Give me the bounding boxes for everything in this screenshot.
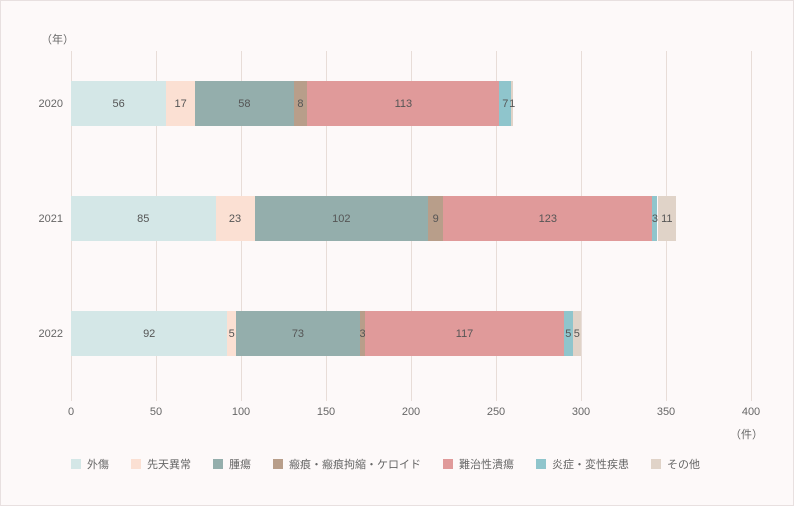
- legend-label: 炎症・変性疾患: [552, 456, 629, 472]
- legend-swatch: [71, 459, 81, 469]
- legend-item: その他: [651, 456, 700, 472]
- legend-item: 先天異常: [131, 456, 191, 472]
- gridline: [751, 51, 752, 401]
- bar-row: 85231029123311: [71, 196, 751, 241]
- legend-item: 腫瘍: [213, 456, 251, 472]
- legend-label: その他: [667, 456, 700, 472]
- bar-segment: 1: [511, 81, 513, 126]
- y-tick-label: 2022: [13, 328, 63, 340]
- bar-segment: 9: [428, 196, 443, 241]
- bar-segment: 5: [564, 311, 573, 356]
- legend-item: 難治性潰瘍: [443, 456, 514, 472]
- bar-segment: 123: [443, 196, 652, 241]
- bar-segment: 17: [166, 81, 195, 126]
- bar-segment: 85: [71, 196, 216, 241]
- x-tick-label: 100: [232, 406, 250, 418]
- x-tick-label: 200: [402, 406, 420, 418]
- legend-label: 難治性潰瘍: [459, 456, 514, 472]
- bar-segment: 73: [236, 311, 360, 356]
- x-tick-label: 0: [68, 406, 74, 418]
- y-tick-label: 2021: [13, 213, 63, 225]
- plot-area: 0501001502002503003504005617588113718523…: [71, 51, 751, 401]
- legend-swatch: [651, 459, 661, 469]
- x-tick-label: 50: [150, 406, 162, 418]
- x-tick-label: 250: [487, 406, 505, 418]
- bar-segment: 56: [71, 81, 166, 126]
- legend-swatch: [213, 459, 223, 469]
- x-tick-label: 350: [657, 406, 675, 418]
- bar-segment: 11: [658, 196, 677, 241]
- bar-segment: 92: [71, 311, 227, 356]
- bar-segment: 5: [227, 311, 236, 356]
- legend-swatch: [273, 459, 283, 469]
- legend-swatch: [536, 459, 546, 469]
- legend-label: 外傷: [87, 456, 109, 472]
- legend: 外傷 先天異常 腫瘍 瘢痕・瘢痕拘縮・ケロイド 難治性潰瘍 炎症・変性疾患 その他: [71, 456, 763, 472]
- bar-segment: 58: [195, 81, 294, 126]
- bar-segment: 113: [307, 81, 499, 126]
- x-tick-label: 400: [742, 406, 760, 418]
- legend-item: 外傷: [71, 456, 109, 472]
- y-axis-title: （年）: [41, 31, 74, 47]
- legend-label: 瘢痕・瘢痕拘縮・ケロイド: [289, 456, 421, 472]
- bar-segment: 117: [365, 311, 564, 356]
- legend-label: 先天異常: [147, 456, 191, 472]
- bar-segment: 5: [573, 311, 582, 356]
- legend-item: 瘢痕・瘢痕拘縮・ケロイド: [273, 456, 421, 472]
- bar-segment: 102: [255, 196, 428, 241]
- bar-segment: 8: [294, 81, 308, 126]
- bar-row: 561758811371: [71, 81, 751, 126]
- legend-swatch: [131, 459, 141, 469]
- x-tick-label: 300: [572, 406, 590, 418]
- legend-item: 炎症・変性疾患: [536, 456, 629, 472]
- chart-container: （年） （件） 05010015020025030035040056175881…: [0, 0, 794, 506]
- bar-segment: 23: [216, 196, 255, 241]
- y-tick-label: 2020: [13, 98, 63, 110]
- x-tick-label: 150: [317, 406, 335, 418]
- legend-swatch: [443, 459, 453, 469]
- legend-label: 腫瘍: [229, 456, 251, 472]
- x-axis-title: （件）: [730, 426, 763, 442]
- bar-row: 92573311755: [71, 311, 751, 356]
